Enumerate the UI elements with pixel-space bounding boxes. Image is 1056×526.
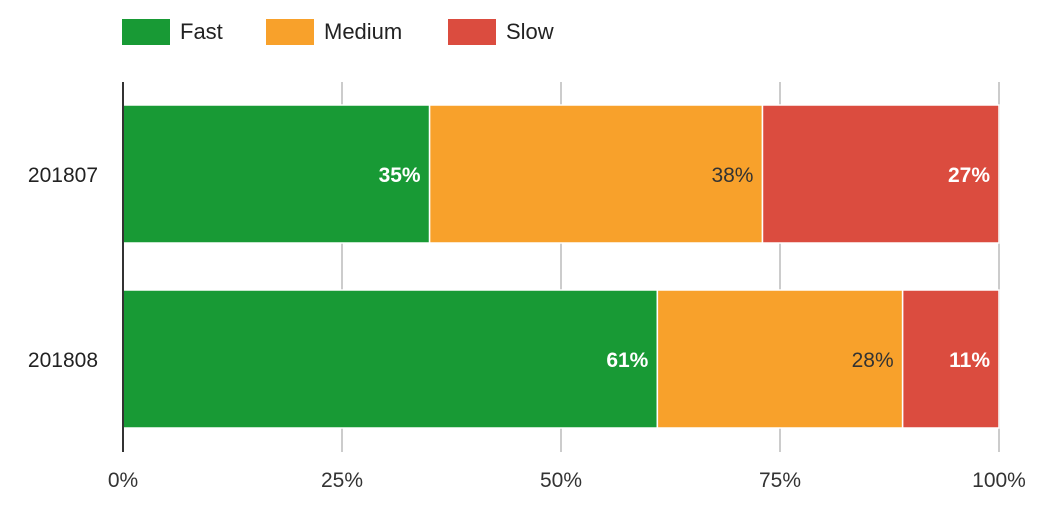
data-label-201807-medium: 38%: [711, 164, 753, 187]
legend: Fast Medium Slow: [122, 19, 554, 45]
axes: 201807 201808 0% 25% 50% 75% 100%: [28, 82, 1026, 492]
bar-201808-medium: [656, 289, 904, 429]
legend-label-slow: Slow: [506, 19, 554, 44]
x-tick-label-75: 75%: [759, 469, 801, 492]
x-tick-label-25: 25%: [321, 469, 363, 492]
x-tick-label-50: 50%: [540, 469, 582, 492]
data-label-201808-fast: 61%: [606, 349, 648, 372]
x-tick-label-0: 0%: [108, 469, 138, 492]
bar-201807-fast: [122, 104, 431, 244]
legend-swatch-fast: [122, 19, 170, 45]
data-label-201808-medium: 28%: [852, 349, 894, 372]
category-label-201807: 201807: [28, 164, 98, 187]
bar-201807-slow: [761, 104, 1000, 244]
legend-label-medium: Medium: [324, 19, 402, 44]
bar-201807-medium: [428, 104, 764, 244]
legend-label-fast: Fast: [180, 19, 223, 44]
bar-201808-fast: [122, 289, 659, 429]
bars: 35% 38% 27% 61% 28% 11%: [122, 104, 1000, 429]
x-tick-label-100: 100%: [972, 469, 1026, 492]
legend-swatch-slow: [448, 19, 496, 45]
category-label-201808: 201808: [28, 349, 98, 372]
legend-swatch-medium: [266, 19, 314, 45]
data-label-201807-slow: 27%: [948, 164, 990, 187]
data-label-201808-slow: 11%: [949, 349, 990, 372]
data-label-201807-fast: 35%: [379, 164, 421, 187]
bar-201808-slow: [901, 289, 1000, 429]
